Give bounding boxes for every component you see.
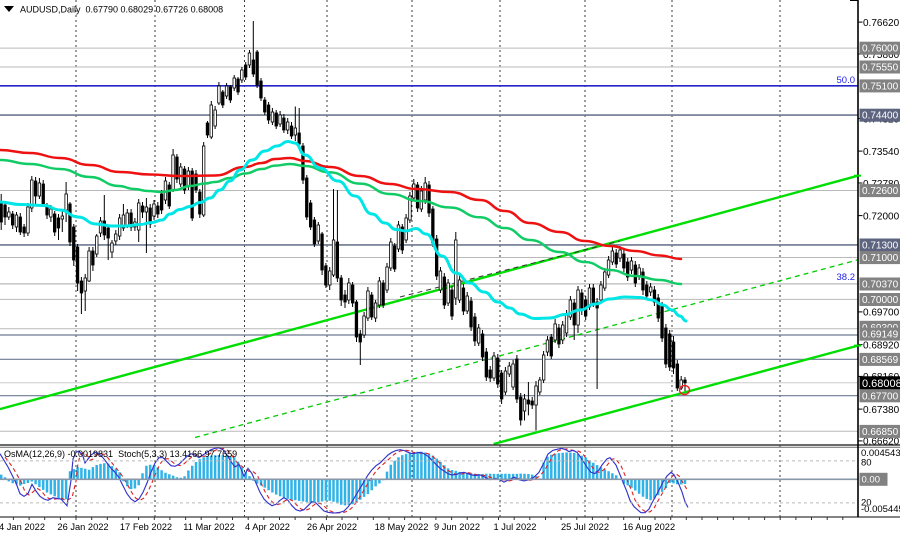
svg-text:0.68569: 0.68569 bbox=[862, 355, 899, 366]
svg-text:0.70370: 0.70370 bbox=[862, 280, 899, 291]
svg-text:0.72600: 0.72600 bbox=[862, 186, 899, 197]
svg-text:0.69700: 0.69700 bbox=[863, 308, 900, 319]
svg-text:26 Jan 2022: 26 Jan 2022 bbox=[57, 522, 108, 532]
svg-text:0.69149: 0.69149 bbox=[862, 330, 899, 341]
svg-text:0.75550: 0.75550 bbox=[862, 63, 899, 74]
svg-text:4 Apr 2022: 4 Apr 2022 bbox=[245, 522, 290, 532]
svg-text:-0.005445: -0.005445 bbox=[861, 504, 900, 515]
svg-text:26 Apr 2022: 26 Apr 2022 bbox=[307, 522, 357, 532]
svg-text:16 Aug 2022: 16 Aug 2022 bbox=[623, 522, 675, 532]
svg-text:11 Mar 2022: 11 Mar 2022 bbox=[183, 522, 235, 532]
svg-text:0.72000: 0.72000 bbox=[863, 211, 900, 222]
svg-text:38.2: 38.2 bbox=[837, 272, 856, 283]
svg-text:9 Jun 2022: 9 Jun 2022 bbox=[434, 522, 480, 532]
svg-text:0.00: 0.00 bbox=[862, 475, 881, 486]
svg-text:80: 80 bbox=[861, 458, 872, 469]
svg-text:50.0: 50.0 bbox=[837, 75, 856, 86]
svg-text:0.66850: 0.66850 bbox=[862, 427, 899, 438]
svg-text:25 Jul 2022: 25 Jul 2022 bbox=[561, 522, 609, 532]
svg-text:17 Feb 2022: 17 Feb 2022 bbox=[120, 522, 172, 532]
svg-text:0.67380: 0.67380 bbox=[863, 405, 900, 416]
svg-text:0.76000: 0.76000 bbox=[862, 44, 899, 55]
svg-text:0.74400: 0.74400 bbox=[862, 111, 899, 122]
svg-text:0.66620: 0.66620 bbox=[863, 437, 900, 448]
svg-text:0.76620: 0.76620 bbox=[863, 18, 900, 29]
svg-text:1 Jul 2022: 1 Jul 2022 bbox=[494, 522, 537, 532]
svg-text:4 Jan 2022: 4 Jan 2022 bbox=[0, 522, 45, 532]
svg-text:AUDUSD,Daily 0.67790 0.68029: AUDUSD,Daily 0.67790 0.68029 0.67726 0.6… bbox=[20, 5, 223, 15]
svg-text:0.68920: 0.68920 bbox=[863, 340, 900, 351]
svg-text:0.67700: 0.67700 bbox=[862, 391, 899, 402]
svg-text:0.71300: 0.71300 bbox=[862, 241, 899, 252]
svg-text:OsMA(12,26,9) -0.0019831 Stoc: OsMA(12,26,9) -0.0019831 Stoch(5,3,3) 13… bbox=[4, 449, 237, 459]
svg-text:18 May 2022: 18 May 2022 bbox=[375, 522, 429, 532]
svg-text:0.75100: 0.75100 bbox=[862, 81, 899, 92]
svg-text:0.68008: 0.68008 bbox=[862, 378, 900, 390]
svg-text:0.73540: 0.73540 bbox=[863, 147, 900, 158]
svg-text:0.70000: 0.70000 bbox=[862, 295, 899, 306]
svg-text:0.71000: 0.71000 bbox=[862, 253, 899, 264]
